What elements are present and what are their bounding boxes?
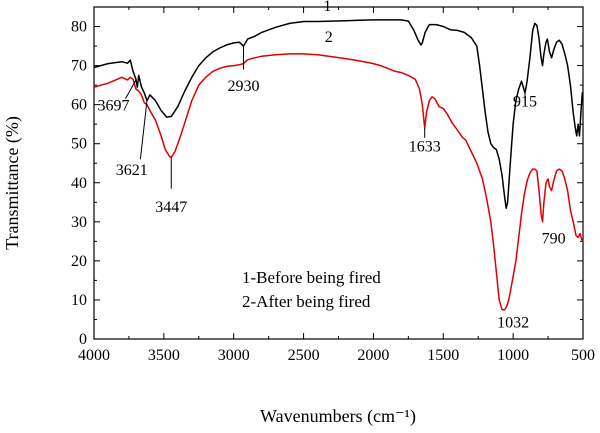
legend-entry: 2-After being fired [242, 292, 371, 311]
y-tick-label: 80 [71, 19, 87, 36]
peak-label-2930: 2930 [227, 78, 259, 95]
x-axis-title: Wavenumbers (cm⁻¹) [260, 406, 416, 427]
x-tick-label: 4000 [78, 347, 110, 364]
peak-label-3447: 3447 [155, 199, 187, 216]
curve-label-1: 1 [323, 0, 331, 15]
y-tick-label: 0 [79, 331, 87, 348]
legend: 1-Before being fired 2-After being fired [242, 268, 381, 311]
series-line-2 [93, 53, 584, 311]
x-tick-label: 3500 [148, 347, 180, 364]
peak-label-790: 790 [542, 230, 566, 247]
y-tick-label: 60 [71, 97, 87, 114]
x-tick-label: 2500 [288, 347, 320, 364]
y-tick-label: 50 [71, 136, 87, 153]
annotation-pointer [124, 79, 137, 100]
legend-entry: 1-Before being fired [242, 268, 381, 287]
annotation-layer: 3697 3621 3447 2930 1633 915 1032 790 [98, 46, 566, 331]
x-tick-label: 1000 [497, 347, 529, 364]
y-axis: 0 10 20 30 40 50 60 70 80 [71, 19, 583, 348]
curve-label-2: 2 [325, 29, 333, 46]
y-tick-label: 30 [71, 214, 87, 231]
series-layer: 12 [93, 0, 584, 311]
peak-label-1633: 1633 [409, 139, 441, 156]
x-tick-label: 3000 [218, 347, 250, 364]
y-axis-title: Transmittance (%) [2, 116, 23, 250]
series-line-1 [93, 19, 584, 209]
x-tick-label: 1500 [427, 347, 459, 364]
x-axis: 4000 3500 3000 2500 2000 1500 1000 500 [78, 7, 595, 364]
x-tick-label: 2000 [357, 347, 389, 364]
annotation-pointer [139, 100, 148, 160]
peak-label-3621: 3621 [116, 162, 148, 179]
y-tick-label: 40 [71, 175, 87, 192]
x-tick-label: 500 [571, 347, 595, 364]
y-tick-label: 10 [71, 292, 87, 309]
peak-label-3697: 3697 [98, 98, 130, 115]
peak-label-915: 915 [513, 94, 537, 111]
y-tick-label: 20 [71, 253, 87, 270]
y-tick-label: 70 [71, 58, 87, 75]
peak-label-1032: 1032 [497, 314, 529, 331]
